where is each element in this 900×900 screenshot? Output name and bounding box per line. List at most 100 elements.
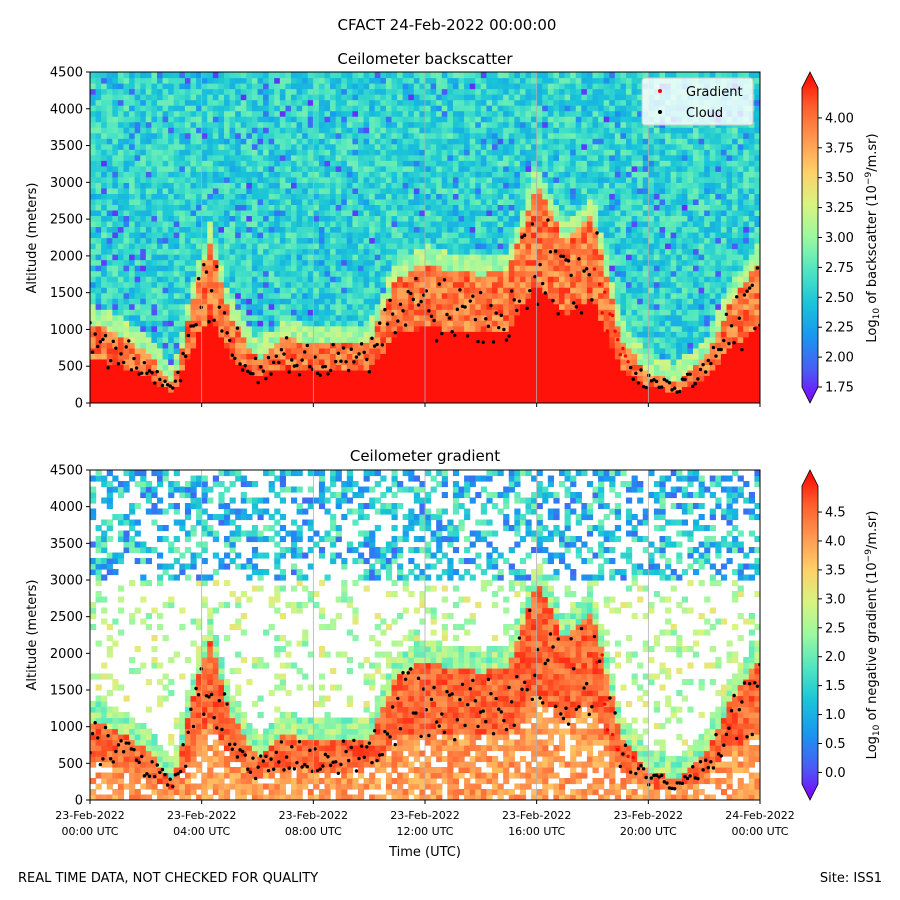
heatmap-cell: [95, 127, 102, 134]
heatmap-cell: [330, 99, 337, 106]
heatmap-cell: [374, 121, 381, 128]
heatmap-cell: [196, 287, 203, 294]
heatmap-cell: [123, 281, 130, 288]
heatmap-cell: [430, 369, 437, 377]
heatmap-cell: [447, 303, 454, 310]
heatmap-cell: [257, 248, 264, 255]
heatmap-cell: [173, 237, 180, 244]
heatmap-cell: [196, 127, 203, 134]
heatmap-cell: [151, 259, 158, 266]
heatmap-cell: [358, 72, 365, 79]
heatmap-cell: [134, 265, 141, 272]
heatmap-cell: [129, 99, 136, 106]
heatmap-cell: [497, 94, 504, 101]
heatmap-cell: [346, 331, 354, 338]
heatmap-cell: [117, 397, 125, 403]
heatmap-cell: [536, 226, 543, 233]
heatmap-cell: [251, 336, 259, 343]
heatmap-cell: [123, 386, 130, 393]
heatmap-cell: [117, 77, 125, 84]
heatmap-cell: [458, 331, 465, 338]
heatmap-cell: [251, 138, 259, 145]
heatmap-cell: [458, 116, 465, 123]
heatmap-cell: [117, 353, 125, 360]
heatmap-cell: [173, 265, 180, 272]
heatmap-cell: [469, 121, 476, 128]
heatmap-cell: [90, 83, 97, 90]
heatmap-cell: [173, 215, 180, 222]
heatmap-cell: [302, 314, 309, 321]
heatmap-cell: [235, 298, 242, 305]
heatmap-cell: [363, 386, 370, 393]
heatmap-cell: [402, 364, 409, 371]
heatmap-cell: [369, 83, 376, 90]
heatmap-cell: [358, 187, 365, 194]
heatmap-cell: [335, 353, 342, 360]
heatmap-cell: [251, 309, 259, 316]
heatmap-cell: [95, 380, 102, 388]
heatmap-cell: [117, 204, 125, 211]
heatmap-cell: [123, 116, 130, 123]
heatmap-cell: [480, 132, 488, 139]
heatmap-cell: [503, 292, 510, 299]
heatmap-cell: [140, 110, 147, 117]
heatmap-cell: [268, 231, 275, 239]
heatmap-cell: [547, 243, 555, 250]
heatmap-cell: [402, 160, 409, 167]
heatmap-cell: [318, 215, 326, 222]
heatmap-cell: [212, 132, 220, 139]
heatmap-cell: [369, 209, 376, 217]
heatmap-cell: [385, 143, 393, 150]
heatmap-cell: [380, 127, 387, 134]
heatmap-cell: [358, 386, 365, 393]
heatmap-cell: [184, 187, 192, 194]
heatmap-cell: [525, 176, 532, 183]
heatmap-cell: [240, 226, 247, 233]
heatmap-cell: [447, 358, 454, 365]
heatmap-cell: [419, 259, 426, 266]
heatmap-cell: [397, 347, 404, 354]
heatmap-cell: [207, 391, 214, 399]
heatmap-cell: [212, 353, 220, 360]
heatmap-cell: [547, 265, 555, 272]
heatmap-cell: [464, 347, 471, 354]
heatmap-cell: [240, 193, 247, 200]
heatmap-cell: [486, 138, 493, 145]
heatmap-cell: [90, 248, 97, 255]
heatmap-cell: [436, 182, 443, 189]
heatmap-cell: [168, 143, 175, 150]
heatmap-cell: [257, 72, 264, 79]
heatmap-cell: [352, 149, 359, 156]
heatmap-cell: [542, 325, 549, 332]
heatmap-cell: [352, 276, 359, 283]
heatmap-cell: [279, 303, 287, 310]
heatmap-cell: [536, 397, 543, 403]
heatmap-cell: [263, 353, 270, 360]
heatmap-cell: [246, 209, 253, 217]
heatmap-cell: [168, 259, 175, 266]
heatmap-cell: [90, 265, 97, 272]
heatmap-cell: [469, 298, 476, 305]
heatmap-cell: [218, 314, 225, 321]
heatmap-cell: [531, 176, 538, 183]
heatmap-cell: [263, 270, 270, 277]
heatmap-cell: [391, 72, 398, 79]
heatmap-cell: [291, 198, 298, 205]
heatmap-cell: [235, 243, 242, 250]
heatmap-cell: [285, 386, 292, 393]
heatmap-cell: [207, 83, 214, 90]
heatmap-cell: [240, 375, 247, 382]
heatmap-cell: [430, 397, 437, 403]
heatmap-cell: [274, 165, 281, 172]
heatmap-cell: [168, 270, 175, 277]
heatmap-cell: [162, 391, 169, 399]
heatmap-cell: [302, 391, 309, 399]
heatmap-cell: [492, 358, 499, 365]
heatmap-cell: [218, 220, 225, 228]
heatmap-cell: [464, 220, 471, 228]
heatmap-cell: [274, 149, 281, 156]
heatmap-cell: [497, 110, 504, 117]
heatmap-cell: [441, 220, 448, 228]
heatmap-cell: [207, 127, 214, 134]
heatmap-cell: [402, 380, 409, 388]
